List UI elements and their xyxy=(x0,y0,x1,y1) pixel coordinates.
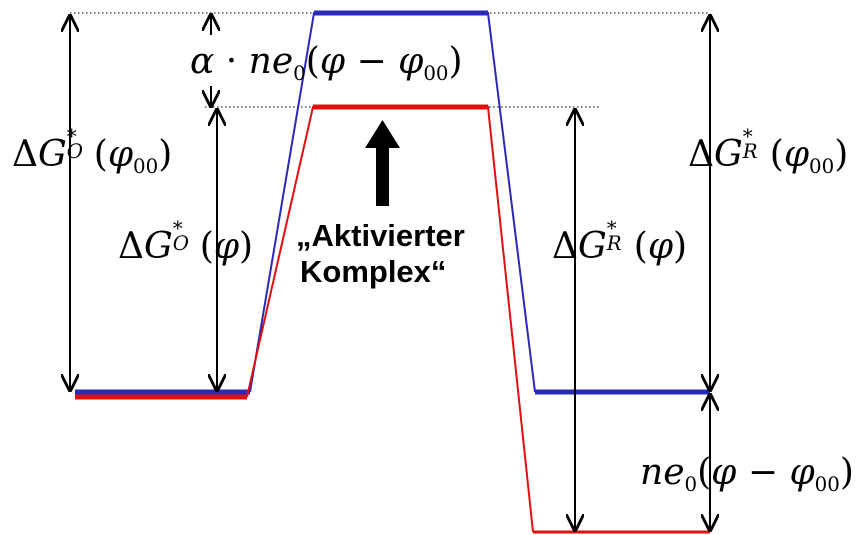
close-paren: ) xyxy=(673,226,688,267)
close-paren: ) xyxy=(158,134,173,175)
O-subscript: O xyxy=(172,232,189,256)
star-superscript: * xyxy=(66,125,77,149)
phi-subscript: 00 xyxy=(133,154,159,178)
n-symbol: n xyxy=(640,452,664,493)
phi00-symbol: φ xyxy=(398,41,424,82)
label-dGR-phi: ΔG * R (φ) xyxy=(552,217,688,267)
phi-subscript: 00 xyxy=(809,154,835,178)
e-symbol: e xyxy=(663,452,685,493)
phi-symbol: φ xyxy=(107,134,134,175)
delta-symbol: Δ xyxy=(118,226,144,267)
open-paren: ( xyxy=(305,41,320,82)
R-subscript: R xyxy=(742,140,758,164)
activated-complex-arrow xyxy=(365,120,400,206)
delta-symbol: Δ xyxy=(552,226,578,267)
minus-operator: − xyxy=(356,41,387,82)
close-paren: ) xyxy=(834,134,849,175)
phi00-subscript: 00 xyxy=(423,61,449,85)
close-paren: ) xyxy=(839,452,854,493)
n-symbol: n xyxy=(248,41,272,82)
label-dGO-phi: ΔG * O (φ) xyxy=(118,217,254,267)
G-symbol: G xyxy=(578,226,607,267)
phi00-subscript: 00 xyxy=(814,472,840,496)
G-indices: * R xyxy=(606,217,634,258)
G-symbol: G xyxy=(144,226,173,267)
phi-symbol: φ xyxy=(647,226,674,267)
O-subscript: O xyxy=(66,140,83,164)
label-dGR-phi00: ΔG * R (φ00) xyxy=(688,125,849,178)
red-energy-profile xyxy=(246,106,534,533)
label-dGO-phi00: ΔG * O (φ00) xyxy=(12,125,173,178)
open-paren: ( xyxy=(199,226,214,267)
star-superscript: * xyxy=(742,125,753,149)
G-symbol: G xyxy=(38,134,67,175)
label-ne-term: ne0(φ − φ00) xyxy=(640,455,854,495)
label-alpha-term: α · ne0(φ − φ00) xyxy=(190,44,463,84)
G-indices: * O xyxy=(66,125,94,166)
delta-symbol: Δ xyxy=(12,134,38,175)
e-symbol: e xyxy=(271,41,294,82)
open-paren: ( xyxy=(697,452,712,493)
open-paren: ( xyxy=(769,134,784,175)
dot-operator: · xyxy=(225,41,238,82)
phi-symbol: φ xyxy=(213,226,240,267)
delta-symbol: Δ xyxy=(688,134,714,175)
star-superscript: * xyxy=(606,217,617,241)
label-activated-complex-line1: „Aktivierter xyxy=(296,218,465,253)
open-paren: ( xyxy=(633,226,648,267)
alpha-symbol: α xyxy=(190,41,215,82)
G-indices: * R xyxy=(742,125,770,166)
close-paren: ) xyxy=(448,41,463,82)
phi-symbol: φ xyxy=(319,41,346,82)
phi00-symbol: φ xyxy=(789,452,815,493)
label-activated-complex: „Aktivierter Komplex“ xyxy=(296,218,465,290)
star-superscript: * xyxy=(172,217,183,241)
open-paren: ( xyxy=(93,134,108,175)
minus-operator: − xyxy=(747,452,778,493)
label-activated-complex-line2: Komplex“ xyxy=(300,254,447,289)
e-subscript: 0 xyxy=(684,472,698,496)
phi-symbol: φ xyxy=(711,452,737,493)
close-paren: ) xyxy=(239,226,254,267)
G-indices: * O xyxy=(172,217,200,258)
e-subscript: 0 xyxy=(293,61,306,85)
R-subscript: R xyxy=(606,232,622,256)
phi-symbol: φ xyxy=(783,134,810,175)
G-symbol: G xyxy=(714,134,743,175)
